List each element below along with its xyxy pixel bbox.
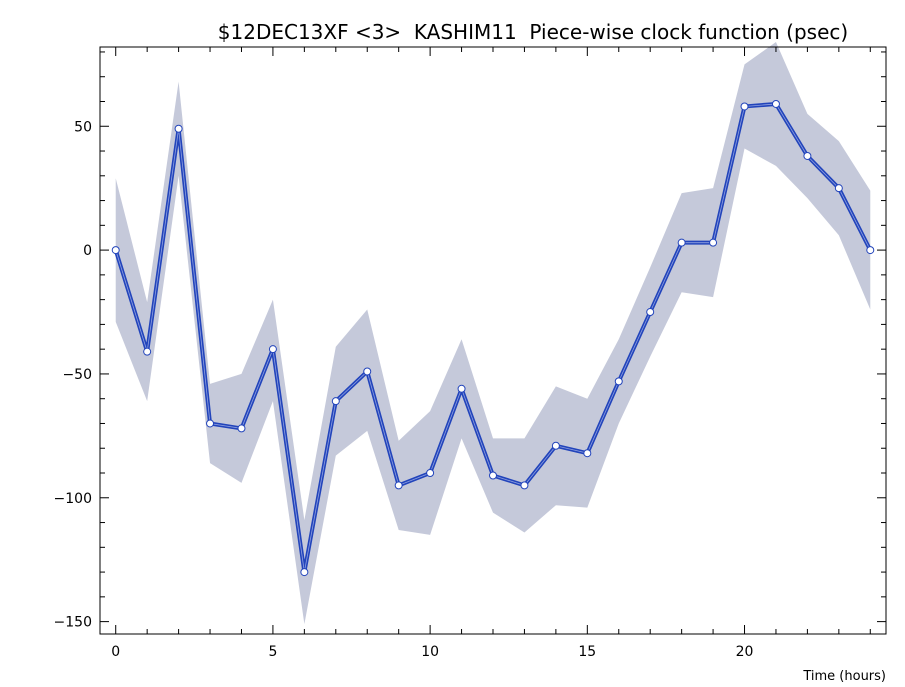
- y-tick-label: 50: [74, 119, 92, 135]
- data-point: [834, 184, 843, 193]
- y-tick-label: −150: [54, 615, 92, 631]
- data-point: [206, 419, 215, 428]
- x-tick-label: 0: [111, 644, 120, 660]
- x-tick-label: 15: [578, 644, 596, 660]
- x-axis-label: Time (hours): [802, 669, 886, 684]
- data-point: [237, 424, 246, 433]
- x-tick-label: 5: [268, 644, 277, 660]
- data-point: [174, 124, 183, 133]
- y-tick-label: 0: [83, 243, 92, 259]
- data-point: [457, 384, 466, 393]
- data-point: [520, 481, 529, 490]
- data-point: [646, 308, 655, 317]
- y-tick-label: −50: [62, 367, 92, 383]
- x-tick-label: 20: [736, 644, 754, 660]
- data-point: [677, 238, 686, 247]
- data-point: [771, 99, 780, 108]
- data-point: [268, 345, 277, 354]
- x-tick-label: 10: [421, 644, 439, 660]
- confidence-band-layer: [115, 42, 871, 625]
- data-point: [614, 377, 623, 386]
- data-point: [740, 102, 749, 111]
- data-point: [489, 471, 497, 480]
- marker-layer: [111, 99, 875, 577]
- uncertainty-band: [115, 42, 871, 625]
- data-point: [803, 151, 812, 160]
- data-point: [866, 246, 875, 255]
- y-tick-label: −100: [54, 491, 92, 507]
- data-point: [709, 238, 718, 247]
- tick-layer: 0 5 10 15 20 −150 −100 −50 0 50: [54, 47, 886, 660]
- data-point: [394, 481, 403, 490]
- data-point: [143, 347, 152, 356]
- data-point: [426, 469, 435, 478]
- data-point: [551, 441, 560, 450]
- data-point: [300, 568, 309, 577]
- data-point: [111, 246, 120, 255]
- data-point: [331, 397, 340, 406]
- chart-title: $12DEC13XF <3> KASHIM11 Piece-wise clock…: [218, 20, 848, 44]
- data-point: [363, 367, 372, 376]
- data-point: [583, 449, 592, 458]
